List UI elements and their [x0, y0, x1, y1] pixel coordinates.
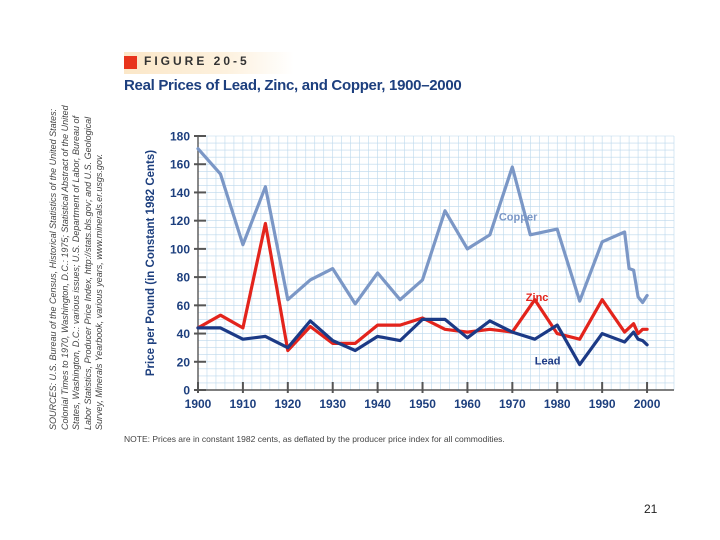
y-tick-label: 120 — [170, 214, 190, 228]
x-tick-label: 1990 — [589, 397, 616, 411]
x-tick-label: 1960 — [454, 397, 481, 411]
y-tick-label: 100 — [170, 242, 190, 256]
x-tick-label: 1910 — [230, 397, 257, 411]
x-tick-label: 1930 — [319, 397, 346, 411]
y-axis-label: Price per Pound (in Constant 1982 Cents) — [145, 150, 157, 376]
series-label-lead: Lead — [535, 356, 561, 368]
y-tick-label: 20 — [177, 355, 191, 369]
y-tick-label: 60 — [177, 299, 191, 313]
series-label-zinc: Zinc — [526, 292, 549, 304]
x-tick-label: 2000 — [634, 397, 661, 411]
figure-title: Real Prices of Lead, Zinc, and Copper, 1… — [124, 77, 461, 94]
x-tick-label: 1980 — [544, 397, 571, 411]
y-tick-label: 0 — [183, 384, 190, 398]
y-tick-label: 180 — [170, 130, 190, 144]
x-tick-label: 1950 — [409, 397, 436, 411]
series-label-copper: Copper — [499, 212, 538, 224]
y-tick-label: 140 — [170, 186, 190, 200]
price-chart: 0 20 40 60 80 100 120 140 160 180 1900 1910 1920 1930… — [138, 102, 678, 427]
chart-note: NOTE: Prices are in constant 1982 cents,… — [124, 434, 505, 444]
y-tick-label: 160 — [170, 158, 190, 172]
x-tick-label: 1920 — [274, 397, 301, 411]
y-tick-label: 80 — [177, 271, 191, 285]
figure-label: FIGURE 20-5 — [144, 54, 250, 68]
page-number: 21 — [644, 502, 657, 516]
x-tick-label: 1900 — [185, 397, 212, 411]
x-tick-label: 1940 — [364, 397, 391, 411]
x-tick-label: 1970 — [499, 397, 526, 411]
sources-text: SOURCES: U.S. Bureau of the Census, Hist… — [48, 105, 118, 430]
y-tick-label: 40 — [177, 327, 191, 341]
figure-marker-square — [124, 56, 137, 69]
